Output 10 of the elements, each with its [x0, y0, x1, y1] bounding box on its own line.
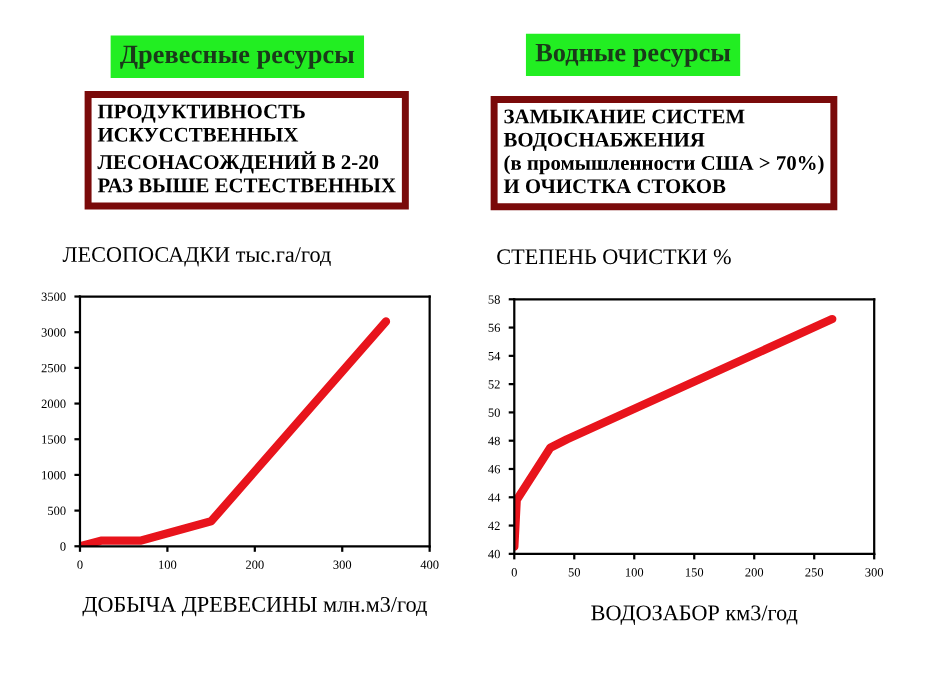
chart-subtitle: ПРОДУКТИВНОСТЬ ИСКУССТВЕННЫХ ЛЕСОНАСОЖДЕНИЙ В 2-20 РАЗ ВЫШЕ ЕСТЕСТВЕННЫХ [97, 104, 396, 193]
y-axis-title: ЛЕСОПОСАДКИ тыс.га/год [62, 247, 331, 267]
chart-title: Водные ресурсы [535, 43, 731, 67]
x-axis-title: ДОБЫЧА ДРЕВЕСИНЫ млн.м3/год [82, 596, 427, 617]
line-series [79, 317, 391, 547]
chart-subtitle: ЗАМЫКАНИЕ СИСТЕМ ВОДОСНАБЖЕНИЯ (в промышленности США > 70%) И ОЧИСТКА СТОКОВ [503, 109, 824, 194]
x-axis-title: ВОДОЗАБОР км3/год [591, 605, 798, 625]
chart-title: Древесные ресурсы [120, 45, 355, 69]
line-series [514, 314, 837, 551]
y-axis-title: СТЕПЕНЬ ОЧИСТКИ % [497, 249, 731, 265]
